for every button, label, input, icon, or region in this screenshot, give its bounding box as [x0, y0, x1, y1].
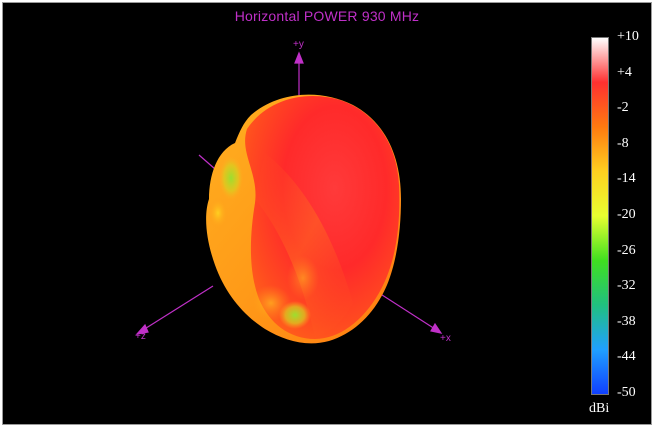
- chart-title: Horizontal POWER 930 MHz: [234, 8, 420, 24]
- axis-stub-line: [198, 154, 216, 170]
- colorbar-tick-label: +10: [617, 29, 639, 44]
- radiation-pattern-plot: +y +z +x: [135, 39, 451, 344]
- axis-label-x: +x: [440, 333, 451, 344]
- colorbar-tick-label: -32: [617, 278, 636, 294]
- axes: [135, 51, 443, 335]
- colorbar-tick-label: -8: [617, 135, 629, 151]
- pattern-surface: [206, 94, 401, 344]
- axis-label-z: +z: [135, 331, 146, 342]
- colorbar-tick-label: -44: [617, 349, 636, 365]
- axis-label-y: +y: [293, 39, 304, 50]
- colorbar-tick-label: -14: [617, 171, 636, 187]
- axis-z-line: [142, 285, 214, 331]
- axis-z-arrow: [135, 323, 149, 335]
- axis-x-arrow: [430, 322, 443, 334]
- colorbar-tick-label: +4: [617, 64, 632, 80]
- colorbar-tick-label: -26: [617, 242, 636, 258]
- colorbar-tick-label: -20: [617, 207, 636, 222]
- colorbar-unit: dBi: [589, 401, 610, 416]
- axis-x-line: [378, 292, 436, 330]
- axis-y-arrow: [294, 51, 304, 64]
- colorbar: [591, 37, 609, 395]
- colorbar-tick-label: -2: [617, 100, 629, 116]
- colorbar-tick-label: -50: [617, 385, 636, 400]
- colorbar-tick-label: -38: [617, 313, 636, 329]
